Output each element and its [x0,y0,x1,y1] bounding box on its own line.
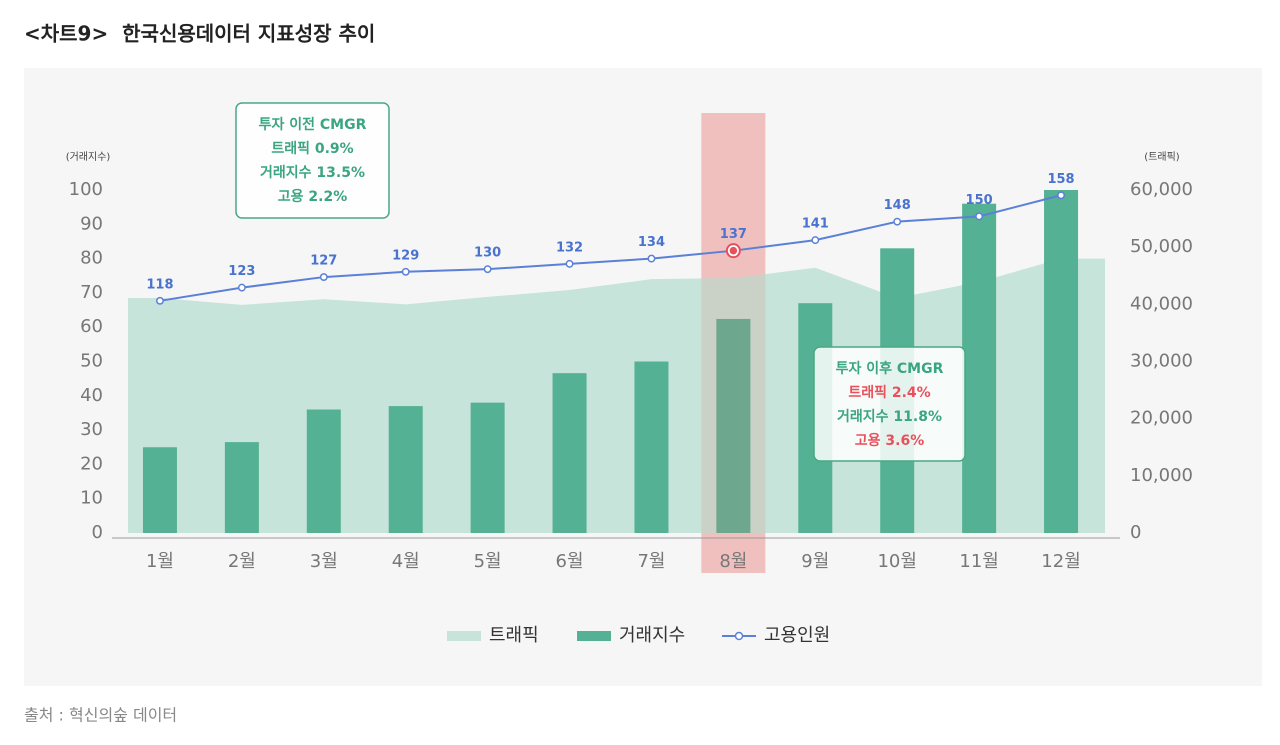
legend-label: 고용인원 [764,625,830,646]
bar [1044,190,1079,533]
y-tick-label: 40 [80,385,103,406]
x-tick-label: 12월 [1041,551,1080,572]
annotation-box [235,102,390,219]
y-tick-label: 20 [80,453,103,474]
x-tick-label: 3월 [310,551,338,572]
bar [634,361,669,533]
y2-tick-label: 30,000 [1130,351,1193,372]
data-label: 118 [146,277,173,292]
annotation-box [813,346,966,462]
legend-swatch [577,631,611,641]
x-tick-label: 11월 [959,551,998,572]
y-tick-label: 60 [80,316,103,337]
line-point [565,259,574,268]
y-tick-label: 0 [92,522,103,543]
source: 출처 : 혁신의숲 데이터 [24,706,177,725]
x-tick-label: 10월 [877,551,916,572]
y2-tick-label: 0 [1130,522,1141,543]
annotation-text: 투자 이전 CMGR [259,116,367,133]
y-tick-label: 30 [80,419,103,440]
annotation-text: 거래지수 11.8% [837,409,942,425]
bar [962,203,997,533]
data-label: 130 [474,246,501,261]
line-point [237,283,246,292]
x-tick-label: 2월 [228,551,256,572]
y-tick-label: 80 [80,248,103,269]
y2-tick-label: 40,000 [1130,293,1193,314]
x-tick-label: 7월 [637,551,665,572]
data-label: 129 [392,248,419,263]
legend-swatch-point [734,631,744,641]
data-label: 141 [802,217,829,232]
bar [388,406,423,533]
bar [470,402,505,533]
legend-swatch [447,631,481,641]
y2-tick-label: 50,000 [1130,236,1193,257]
annotation-text: 트래픽 2.4% [848,384,930,401]
bar [306,409,341,533]
y2-tick-label: 60,000 [1130,179,1193,200]
line-point [647,254,656,263]
line-point [893,217,902,226]
y-tick-label: 90 [80,213,103,234]
data-label: 150 [966,193,993,208]
data-label: 123 [228,264,255,279]
line-point [729,246,738,255]
data-label: 132 [556,240,583,255]
bar [716,318,751,533]
data-label: 148 [884,198,911,213]
data-label: 134 [638,235,665,250]
line-point [1057,191,1065,200]
y-tick-label: 50 [80,351,103,372]
line-point [156,296,164,305]
y-tick-label: 10 [80,488,103,509]
area [128,258,1105,533]
x-tick-label: 6월 [556,551,584,572]
y2-tick-label: 10,000 [1130,465,1193,486]
line-point [401,267,410,276]
highlight-overlay [701,113,766,573]
bar [224,442,259,533]
annotation-text: 고용 2.2% [278,189,347,205]
data-label: 127 [310,254,337,269]
data-label: 137 [720,227,747,242]
data-label: 158 [1047,172,1074,187]
line-point [483,265,492,274]
y-tick-label: 100 [69,179,103,200]
line-point [975,212,984,221]
y2-axis-label: (트래픽) [1144,151,1180,163]
x-tick-label: 5월 [474,551,502,572]
legend-label: 트래픽 [489,625,539,646]
bar [142,447,177,533]
x-tick-label: 8월 [719,551,747,572]
x-tick-label: 4월 [392,551,420,572]
annotation-text: 거래지수 13.5% [260,165,365,181]
annotation-text: 투자 이후 CMGR [836,360,944,377]
y-axis-label: (거래지수) [66,151,111,163]
line [159,194,1062,302]
x-tick-label: 1월 [146,551,174,572]
chart-title: <차트9> 한국신용데이터 지표성장 추이 [24,22,375,46]
x-tick-label: 9월 [801,551,829,572]
annotation-text: 고용 3.6% [855,433,924,449]
bar [552,373,587,533]
line-point [811,236,820,245]
y-tick-label: 70 [80,282,103,303]
annotation-text: 트래픽 0.9% [271,140,353,157]
legend-label: 거래지수 [619,625,685,646]
y2-tick-label: 20,000 [1130,408,1193,429]
line-point [319,273,328,282]
